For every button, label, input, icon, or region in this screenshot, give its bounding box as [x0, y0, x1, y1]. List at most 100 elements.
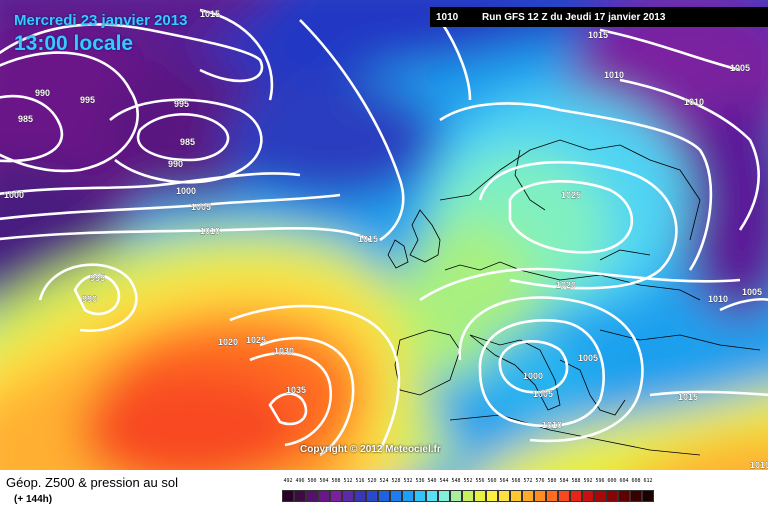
- run-info-box: 1010 Run GFS 12 Z du Jeudi 17 janvier 20…: [430, 7, 768, 27]
- color-scale-swatch: [498, 490, 510, 502]
- color-scale-swatch: [318, 490, 330, 502]
- color-scale-label: 520: [367, 478, 377, 484]
- color-scale-label: 492: [283, 478, 293, 484]
- isobar-label: 1010: [750, 460, 768, 470]
- valid-date-title: Mercredi 23 janvier 2013: [14, 12, 188, 29]
- color-scale-swatch: [546, 490, 558, 502]
- color-scale-swatch: [606, 490, 618, 502]
- color-scale-label: 512: [343, 478, 353, 484]
- color-scale-label: 564: [499, 478, 509, 484]
- color-scale-label: 556: [475, 478, 485, 484]
- isobar-label: 995: [174, 99, 189, 109]
- color-scale-label: 508: [331, 478, 341, 484]
- isobar-label: 1010: [604, 70, 624, 80]
- isobar-label: 1010: [708, 294, 728, 304]
- isobar-label: 1005: [533, 389, 553, 399]
- isobars: [0, 8, 768, 457]
- valid-time-title: 13:00 locale: [14, 32, 134, 55]
- color-scale-label: 592: [583, 478, 593, 484]
- isobar-label: 1000: [4, 190, 24, 200]
- isobar-label: 1000: [176, 186, 196, 196]
- color-scale-swatch: [642, 490, 654, 502]
- isobar-label: 1005: [742, 287, 762, 297]
- color-scale-swatch: [366, 490, 378, 502]
- copyright-notice: Copyright © 2012 Meteociel.fr: [300, 444, 441, 455]
- coastlines: [387, 139, 761, 456]
- isobar-label: 1025: [561, 190, 581, 200]
- color-scale-swatch: [330, 490, 342, 502]
- color-scale-label: 544: [439, 478, 449, 484]
- color-scale-swatch: [402, 490, 414, 502]
- isobar-label: 1000: [523, 371, 543, 381]
- isobar-label: 990: [82, 294, 97, 304]
- color-scale-label: 504: [319, 478, 329, 484]
- color-scale-label: 536: [415, 478, 425, 484]
- color-scale-swatch: [306, 490, 318, 502]
- color-scale-swatch: [378, 490, 390, 502]
- isobar-label: 1005: [730, 63, 750, 73]
- color-scale-swatch: [630, 490, 642, 502]
- color-scale-label: 608: [631, 478, 641, 484]
- color-scale-swatch: [354, 490, 366, 502]
- color-scale-swatch: [462, 490, 474, 502]
- color-scale-label: 500: [307, 478, 317, 484]
- color-scale-label: 528: [391, 478, 401, 484]
- color-scale-label: 516: [355, 478, 365, 484]
- color-scale-label: 576: [535, 478, 545, 484]
- color-scale-swatch: [534, 490, 546, 502]
- color-scale-label: 584: [559, 478, 569, 484]
- isobar-label: 1015: [200, 9, 220, 19]
- isobar-label: 1010: [684, 97, 704, 107]
- color-scale-swatch: [438, 490, 450, 502]
- color-scale-label: 496: [295, 478, 305, 484]
- color-scale-swatch: [282, 490, 294, 502]
- color-scale-label: 560: [487, 478, 497, 484]
- isobar-label: 990: [35, 88, 50, 98]
- color-scale-label: 588: [571, 478, 581, 484]
- color-scale-swatch: [426, 490, 438, 502]
- color-scale-label: 580: [547, 478, 557, 484]
- color-scale-label: 548: [451, 478, 461, 484]
- isobar-label: 1010: [200, 226, 220, 236]
- color-scale-label: 568: [511, 478, 521, 484]
- isobar-label: 985: [180, 137, 195, 147]
- legend-title: Géop. Z500 & pression au sol: [6, 475, 178, 490]
- isobar-label: 1015: [588, 30, 608, 40]
- color-scale-swatch: [558, 490, 570, 502]
- isobar-labels: 1015 990 995 985 995 985 990 1000 1000 1…: [4, 9, 768, 470]
- color-scale-swatch: [390, 490, 402, 502]
- isobar-label: 1015: [678, 392, 698, 402]
- color-scale-label: 604: [619, 478, 629, 484]
- color-scale-swatch: [582, 490, 594, 502]
- isobar-label: 1030: [274, 346, 294, 356]
- color-scale-swatch: [450, 490, 462, 502]
- color-scale-labels: 492 496 500 504 508 512 516 520 524 528 532 536 540 5…: [282, 478, 654, 488]
- color-scale-label: 612: [643, 478, 653, 484]
- isobar-label: 1010: [542, 420, 562, 430]
- isobar-label: 1020: [218, 337, 238, 347]
- isobar-label: 1005: [191, 202, 211, 212]
- legend-subtitle: (+ 144h): [14, 494, 53, 505]
- color-scale-label: 532: [403, 478, 413, 484]
- color-scale-swatch: [618, 490, 630, 502]
- isobar-label: 995: [80, 95, 95, 105]
- color-scale-swatch: [414, 490, 426, 502]
- color-scale-label: 596: [595, 478, 605, 484]
- isobar-label: 1025: [246, 335, 266, 345]
- color-scale-label: 540: [427, 478, 437, 484]
- color-scale-label: 552: [463, 478, 473, 484]
- weather-map: 1015 990 995 985 995 985 990 1000 1000 1…: [0, 0, 768, 470]
- color-scale-swatch: [474, 490, 486, 502]
- color-scale-swatch: [522, 490, 534, 502]
- run-info-text: Run GFS 12 Z du Jeudi 17 janvier 2013: [482, 12, 666, 23]
- color-scale-swatches: [282, 490, 654, 502]
- color-scale-swatch: [570, 490, 582, 502]
- isobar-label: 990: [168, 159, 183, 169]
- color-scale-swatch: [294, 490, 306, 502]
- isobar-label: 1035: [286, 385, 306, 395]
- run-info-pressure: 1010: [436, 12, 459, 23]
- map-canvas: 1015 990 995 985 995 985 990 1000 1000 1…: [0, 0, 768, 470]
- color-scale: 492 496 500 504 508 512 516 520 524 528 532 536 540 5…: [282, 478, 654, 502]
- isobar-label: 985: [18, 114, 33, 124]
- color-scale-label: 524: [379, 478, 389, 484]
